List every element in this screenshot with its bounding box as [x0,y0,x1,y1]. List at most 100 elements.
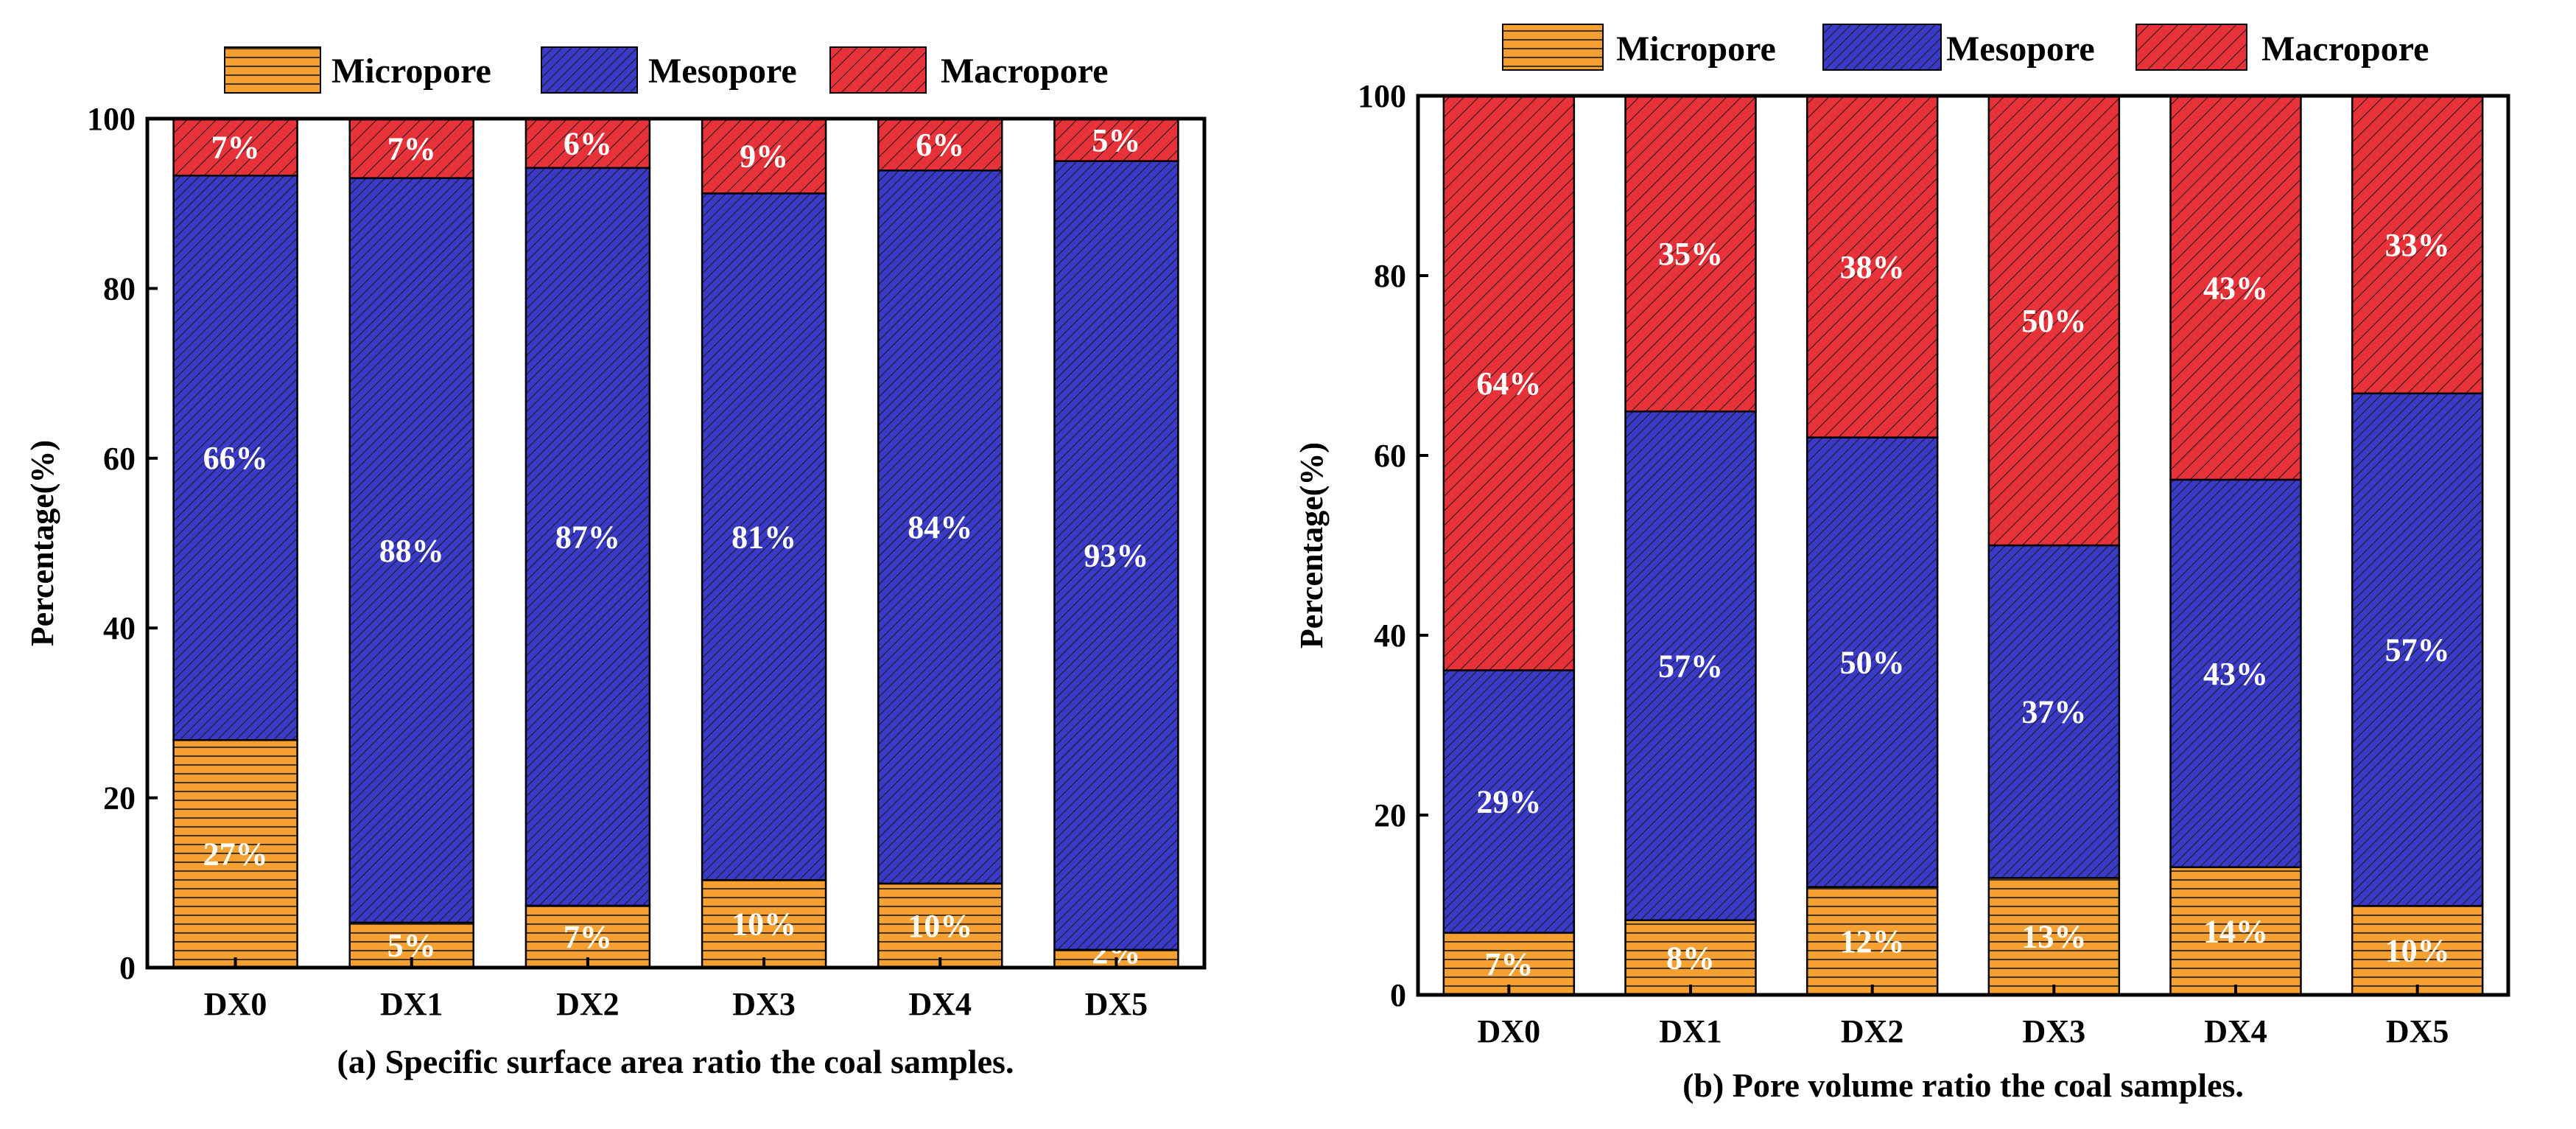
legend-label-mesopore: Mesopore [1946,29,2095,69]
data-label-mesopore-dx5: 57% [2385,632,2450,668]
plot-frame [1416,94,2510,997]
bar-segment-mesopore-dx1 [348,177,474,924]
bar-segment-micropore-dx2 [524,904,651,969]
data-label-micropore-dx1: 8% [1666,940,1715,976]
bar-segment-macropore-dx2 [524,117,651,169]
chart-pore-volume: Micropore Mesopore Macropore 7% 29% 64% 8% 5… [1294,24,2510,1104]
y-tick-label: 0 [1390,977,1406,1013]
data-label-mesopore-dx1: 88% [379,533,444,569]
data-label-mesopore-dx5: 93% [1084,538,1148,574]
data-label-mesopore-dx0: 29% [1476,784,1541,820]
y-axis-title: Percentage(%) [1294,442,1330,649]
bar-segment-mesopore-dx0 [1442,669,1576,934]
x-tick-label: DX3 [2023,1013,2086,1049]
y-tick-label: 80 [103,270,136,307]
legend-swatch-mesopore [541,46,638,94]
bar-segment-mesopore-dx5 [1053,160,1179,951]
y-axis-title: Percentage(%) [24,440,60,646]
bar-segment-micropore-dx4 [877,882,1003,969]
data-label-macropore-dx1: 7% [387,130,436,167]
data-label-micropore-dx0: 7% [1484,946,1533,982]
bar-segment-mesopore-dx4 [877,169,1003,885]
legend: Micropore Mesopore Macropore [1502,24,2429,71]
plot-frame [145,116,1207,970]
x-tick-label: DX2 [1841,1013,1904,1049]
legend-swatch-mesopore [1822,24,1942,71]
y-tick-label: 40 [103,610,136,646]
legend-label-micropore: Micropore [1616,29,1776,69]
data-label-mesopore-dx3: 37% [2021,694,2086,730]
data-label-mesopore-dx1: 57% [1658,648,1723,684]
data-label-macropore-dx0: 7% [211,130,260,166]
data-label-mesopore-dx4: 43% [2203,656,2268,692]
x-tick-label: DX0 [1478,1013,1541,1049]
legend-swatch-macropore [829,46,927,94]
bar-segment-mesopore-dx1 [1624,410,1757,921]
legend-label-macropore: Macropore [2261,29,2429,69]
data-label-micropore-dx2: 7% [564,919,612,955]
plot-bars: 7% 29% 64% 8% 57% 35% 12% 50% 38% 13% 37% 50% 14% 43%… [1442,94,2484,996]
legend-label-macropore: Macropore [941,52,1108,91]
data-label-mesopore-dx2: 50% [1840,645,1905,681]
data-label-macropore-dx2: 38% [1840,249,1905,285]
data-label-micropore-dx3: 13% [2021,919,2086,955]
bar-segment-mesopore-dx0 [172,174,298,741]
data-label-macropore-dx1: 35% [1658,236,1723,272]
legend-swatch-micropore [224,46,321,94]
data-label-micropore-dx5: 10% [2385,933,2450,969]
bar-segment-macropore-dx0 [1442,94,1576,671]
legend-swatch-micropore [1502,24,1604,71]
y-tick-label: 100 [87,101,136,137]
data-label-macropore-dx3: 9% [740,139,788,175]
bar-segment-mesopore-dx2 [524,167,651,907]
bar-segment-mesopore-dx5 [2351,392,2484,907]
y-tick-label: 100 [1358,78,1406,114]
y-tick-label: 40 [1374,618,1406,654]
data-label-micropore-dx4: 14% [2203,913,2268,949]
x-axis: DX0 DX1 DX2 DX3 DX4 DX5 [1478,985,2449,1049]
y-tick-label: 0 [119,950,136,986]
legend: Micropore Mesopore Macropore [224,46,1108,94]
data-label-mesopore-dx2: 87% [555,519,620,555]
y-tick-label: 60 [103,441,136,477]
legend-label-micropore: Micropore [331,52,491,91]
bar-segment-micropore-dx3 [1987,877,2121,996]
x-tick-label: DX0 [204,986,267,1022]
y-tick-label: 60 [1374,438,1406,474]
y-tick-label: 20 [1374,797,1406,833]
data-label-micropore-dx2: 12% [1840,923,1905,960]
y-tick-label: 80 [1374,258,1406,294]
legend-swatch-macropore [2135,24,2247,71]
data-label-mesopore-dx4: 84% [908,509,972,545]
x-tick-label: DX5 [2386,1013,2449,1049]
chart-caption: (b) Pore volume ratio the coal samples. [1682,1066,2244,1104]
chart-specific-surface-area: Micropore Mesopore Macropore 27% 66% 7% 5% 8… [24,46,1207,1080]
legend-label-mesopore: Mesopore [648,52,797,91]
data-label-macropore-dx5: 5% [1092,122,1140,158]
bar-segment-micropore-dx0 [1442,931,1576,996]
data-label-micropore-dx0: 27% [203,836,268,873]
data-label-macropore-dx4: 6% [916,127,964,163]
bar-segment-macropore-dx4 [877,117,1003,172]
data-label-macropore-dx0: 64% [1476,366,1541,402]
data-label-mesopore-dx0: 66% [203,440,268,476]
bar-segment-macropore-dx1 [1624,94,1757,413]
x-tick-label: DX4 [908,986,972,1022]
x-tick-label: DX2 [556,986,620,1022]
bar-segment-mesopore-dx4 [2169,478,2302,869]
data-label-mesopore-dx3: 81% [731,519,796,555]
y-axis: 0 20 40 60 80 100 [87,101,158,986]
data-label-macropore-dx4: 43% [2203,270,2268,306]
bar-segment-mesopore-dx3 [701,192,827,881]
bar-segment-mesopore-dx2 [1805,436,1939,888]
x-tick-label: DX1 [380,986,443,1022]
x-tick-label: DX1 [1659,1013,1722,1049]
bar-segment-macropore-dx5 [2351,94,2484,395]
bar-segment-macropore-dx1 [348,117,474,179]
x-tick-label: DX5 [1085,986,1148,1022]
y-axis: 0 20 40 60 80 100 [1358,78,1428,1013]
data-label-micropore-dx3: 10% [731,906,796,943]
x-tick-label: DX3 [732,986,796,1022]
x-tick-label: DX4 [2204,1013,2267,1049]
